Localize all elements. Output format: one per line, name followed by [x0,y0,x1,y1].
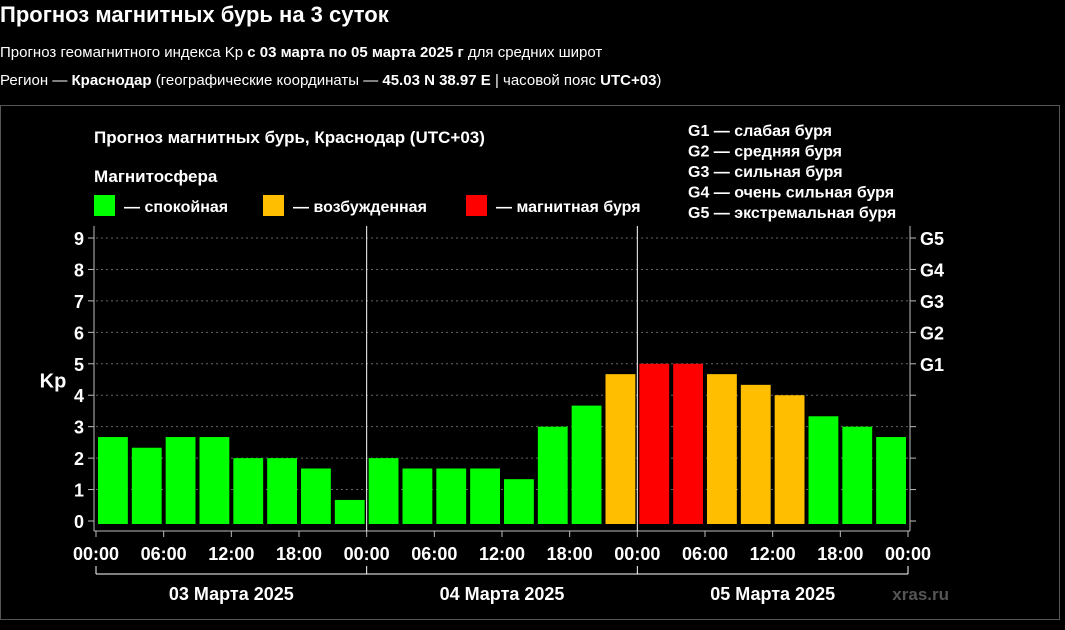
y-tick-label: 3 [74,418,84,438]
g-scale-item: G1 — слабая буря [688,123,832,140]
bar [673,363,703,524]
chart-title: Прогноз магнитных бурь, Краснодар (UTC+0… [94,128,485,147]
bar [233,458,264,524]
bar [334,499,365,524]
x-tick-label: 12:00 [208,544,254,564]
region-middle: (географические координаты — [151,72,383,89]
bar [165,437,196,524]
bar [199,437,230,524]
y-tick-label: 7 [74,292,84,312]
bar [131,447,162,524]
g-level-label: G3 [920,292,944,312]
forecast-date-range: с 03 марта по 05 марта 2025 г [247,44,464,61]
g-scale-legend: G1 — слабая буря G2 — средняя буря G3 — си… [688,123,896,222]
bar [605,374,636,524]
legend-swatch-excited [263,195,284,216]
day-label: 05 Марта 2025 [710,584,835,604]
y-tick-label: 0 [74,512,84,532]
legend-label-excited: — возбужденная [293,199,427,216]
g-scale-item: G3 — сильная буря [688,164,843,181]
bar [571,405,602,524]
bar [301,468,331,524]
bar [402,468,433,524]
chart-frame: Прогноз магнитных бурь, Краснодар (UTC+0… [0,105,1060,620]
g-level-label: G4 [920,260,944,280]
g-level-label: G2 [920,323,944,343]
page-title: Прогноз магнитных бурь на 3 суток [0,2,389,27]
watermark: xras.ru [892,585,949,604]
legend-title: Магнитосфера [94,167,218,186]
legend-label-storm: — магнитная буря [496,199,641,216]
y-tick-label: 9 [74,229,84,249]
bar [808,416,839,524]
x-tick-label: 18:00 [817,544,863,564]
day-label: 04 Марта 2025 [440,584,565,604]
bar [267,458,297,524]
bar [504,479,534,524]
region-city: Краснодар [71,72,152,89]
x-tick-label: 12:00 [750,544,796,564]
day-label: 03 Марта 2025 [169,584,294,604]
x-tick-label: 06:00 [141,544,187,564]
x-tick-label: 06:00 [682,544,728,564]
legend-swatch-storm [466,195,487,216]
x-tick-label: 00:00 [73,544,119,564]
bar [98,437,128,524]
g-scale-item: G4 — очень сильная буря [688,185,894,202]
y-tick-label: 6 [74,323,84,343]
bar [436,468,467,524]
bar [774,395,805,524]
bar [368,458,399,524]
bar [537,426,568,524]
g-level-label: G5 [920,229,944,249]
bar [740,384,771,524]
x-tick-label: 18:00 [276,544,322,564]
region-prefix: Регион — [0,72,72,89]
bar [470,468,500,524]
forecast-suffix: для средних широт [463,44,603,61]
x-tick-label: 18:00 [547,544,593,564]
g-level-label: G1 [920,355,944,375]
x-tick-label: 00:00 [344,544,390,564]
x-tick-label: 06:00 [411,544,457,564]
x-tick-label: 12:00 [479,544,525,564]
bar [707,374,737,524]
x-tick-label: 00:00 [885,544,931,564]
region-tz-prefix: | часовой пояс [490,72,601,89]
bar [639,363,670,524]
y-tick-label: 2 [74,449,84,469]
legend-swatch-calm [94,195,115,216]
g-scale-item: G2 — средняя буря [688,144,842,161]
y-tick-label: 5 [74,355,84,375]
y-tick-label: 1 [74,481,84,501]
y-tick-label: 4 [74,386,84,406]
x-tick-label: 00:00 [614,544,660,564]
plot-area: 0 1 2 3 4 5 6 7 8 9 G1 G2 G3 G4 G5 Kp 00:00 06:00 12:00 18:… [40,226,949,604]
g-scale-item: G5 — экстремальная буря [688,205,896,222]
bar [876,437,906,524]
legend: — спокойная — возбужденная — магнитная бур… [94,195,641,216]
region-coords: 45.03 N 38.97 E [382,72,491,89]
region-timezone: UTC+03 [600,72,657,89]
forecast-description: Прогноз геомагнитного индекса Kp с 03 ма… [0,44,602,61]
legend-label-calm: — спокойная [124,199,228,216]
y-tick-label: 8 [74,260,84,280]
forecast-prefix: Прогноз геомагнитного индекса Kp [0,44,248,61]
bar [842,426,873,524]
kp-forecast-chart: Прогноз магнитных бурь, Краснодар (UTC+0… [40,123,949,604]
region-suffix: ) [656,72,662,89]
y-axis-label: Kp [40,371,67,393]
region-info: Регион — Краснодар (географические коорд… [0,72,661,89]
